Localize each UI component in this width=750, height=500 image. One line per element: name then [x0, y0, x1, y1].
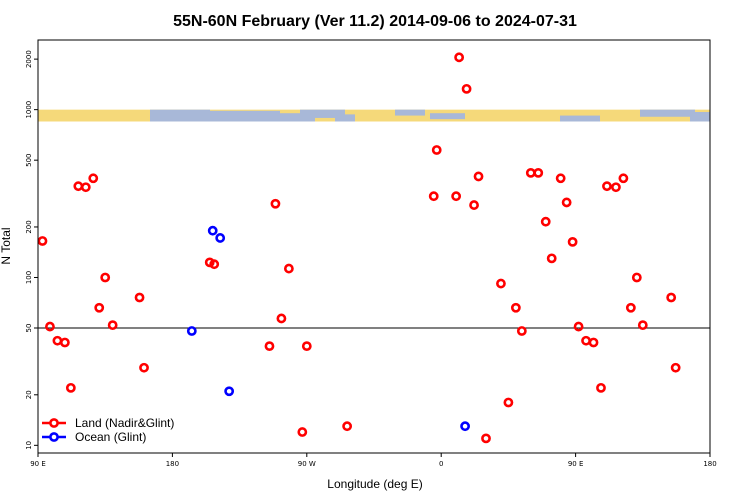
land-point: [581, 335, 591, 346]
land-point: [73, 181, 84, 192]
legend: Land (Nadir&Glint)Ocean (Glint): [42, 416, 174, 444]
legend-marker-land: [49, 418, 59, 428]
legend-label-ocean: Ocean (Glint): [75, 430, 146, 444]
map-strip-ocean: [430, 113, 465, 120]
land-point: [209, 259, 220, 270]
land-point: [342, 421, 353, 432]
land-point: [134, 292, 145, 303]
map-strip-ocean: [640, 109, 695, 117]
land-point: [139, 362, 149, 373]
land-point: [454, 52, 465, 63]
x-tick-label: 90 E: [568, 460, 584, 468]
land-point: [666, 292, 677, 303]
land-point: [431, 145, 442, 155]
world-map-strip: [38, 109, 710, 122]
x-tick-label: 0: [439, 460, 443, 468]
land-point: [301, 341, 312, 352]
land-point: [264, 341, 275, 352]
map-strip-ocean: [395, 109, 425, 116]
x-axis-label: Longitude (deg E): [327, 477, 422, 491]
y-axis-label: N Total: [0, 227, 13, 264]
land-point: [80, 182, 91, 193]
legend-marker-ocean: [49, 432, 59, 442]
land-point: [503, 397, 514, 408]
land-point: [59, 337, 70, 348]
land-point: [107, 320, 118, 331]
land-point: [611, 182, 621, 193]
x-tick-label: 90 W: [298, 460, 316, 468]
land-point: [428, 191, 439, 202]
land-point: [602, 181, 612, 192]
land-point: [533, 167, 544, 178]
land-point: [567, 236, 578, 247]
y-tick-label: 200: [25, 220, 33, 233]
land-point: [283, 263, 294, 274]
land-point: [588, 337, 599, 348]
land-point: [45, 321, 55, 332]
land-point: [94, 302, 105, 313]
ocean-point: [207, 225, 218, 236]
land-point: [100, 272, 111, 283]
map-strip-ocean: [300, 109, 345, 118]
ocean-point: [215, 233, 226, 243]
land-point: [525, 167, 536, 178]
land-point: [481, 433, 491, 444]
ocean-point: [186, 326, 197, 336]
x-tick-label: 90 E: [30, 460, 46, 468]
land-point: [516, 326, 527, 336]
y-tick-label: 10: [25, 441, 33, 450]
y-tick-label: 100: [25, 271, 33, 284]
land-point: [546, 253, 557, 264]
land-point: [637, 320, 648, 331]
map-strip-land: [38, 109, 710, 122]
land-point: [596, 382, 606, 393]
ocean-point: [460, 421, 470, 432]
map-strip-ocean: [205, 110, 280, 122]
land-point: [461, 83, 472, 94]
land-point: [496, 278, 506, 289]
land-point: [276, 313, 287, 324]
chart-title: 55N-60N February (Ver 11.2) 2014-09-06 t…: [173, 13, 577, 30]
land-point: [270, 198, 281, 209]
y-tick-label: 2000: [25, 50, 33, 68]
data-points: [37, 52, 681, 444]
land-point: [473, 171, 484, 182]
x-tick-label: 180: [166, 460, 179, 468]
x-axis: 90 E 180 90 W 0 90 E 180: [30, 453, 717, 468]
ocean-point: [224, 386, 235, 397]
x-tick-label: 180: [703, 460, 716, 468]
land-point: [37, 236, 48, 246]
land-point: [555, 173, 566, 184]
land-point: [52, 335, 63, 346]
land-point: [540, 216, 551, 227]
land-point: [561, 197, 572, 208]
land-point: [88, 173, 99, 184]
land-point: [510, 302, 521, 313]
map-strip-ocean: [690, 112, 710, 122]
plot-frame: [37, 39, 711, 454]
land-point: [618, 173, 629, 184]
land-point: [451, 191, 462, 202]
land-point: [573, 321, 584, 332]
land-point: [631, 272, 642, 283]
land-point: [65, 382, 76, 393]
land-point: [625, 302, 636, 313]
map-strip-ocean: [335, 114, 355, 122]
y-tick-label: 1000: [25, 101, 33, 119]
land-point: [297, 427, 308, 437]
map-strip-ocean: [560, 115, 600, 122]
legend-label-land: Land (Nadir&Glint): [75, 416, 174, 430]
y-tick-label: 50: [25, 324, 33, 333]
map-strip-ocean: [150, 109, 210, 122]
map-strip-ocean: [255, 113, 315, 122]
y-tick-label: 20: [25, 390, 33, 399]
y-tick-label: 500: [25, 153, 33, 166]
land-point: [670, 362, 681, 373]
y-axis: 10 20 50 100 200 500 1000 2000: [25, 50, 38, 450]
land-point: [469, 200, 479, 210]
